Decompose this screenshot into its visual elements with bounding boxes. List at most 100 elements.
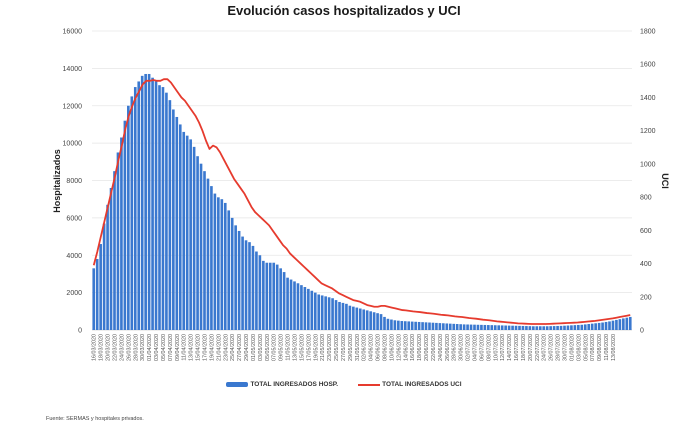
x-tick-label: 30/03/2020 bbox=[140, 334, 146, 361]
bar bbox=[542, 326, 546, 330]
x-tick-label: 18/03/2020 bbox=[99, 334, 105, 361]
bar bbox=[133, 87, 137, 330]
x-tick-label: 09/08/2020 bbox=[597, 334, 603, 361]
x-tick-label: 19/05/2020 bbox=[313, 334, 319, 361]
bar bbox=[217, 197, 220, 330]
bar bbox=[490, 325, 494, 330]
legend-item-uci[interactable]: TOTAL INGRESADOS UCI bbox=[358, 381, 462, 388]
y2-tick-label: 1800 bbox=[640, 29, 656, 36]
x-tick-label: 03/08/2020 bbox=[576, 334, 582, 361]
bar bbox=[462, 324, 466, 330]
y-axis-left: 0 2000 4000 6000 8000 10000 12000 14000 16000 bbox=[63, 29, 83, 335]
bar bbox=[532, 326, 535, 330]
bar bbox=[92, 268, 96, 330]
bar bbox=[324, 296, 327, 330]
bar bbox=[199, 163, 203, 330]
x-tick-label: 28/03/2020 bbox=[133, 334, 139, 361]
x-axis: 16/03/2020 18/03/2020 20/03/2020 22/03/2020… bbox=[92, 334, 617, 361]
x-tick-label: 22/03/2020 bbox=[113, 334, 119, 361]
bar bbox=[227, 210, 231, 330]
y-tick-label: 14000 bbox=[63, 66, 83, 73]
x-tick-label: 04/07/2020 bbox=[473, 334, 479, 361]
bar bbox=[383, 316, 386, 330]
bar bbox=[386, 318, 390, 330]
bar bbox=[230, 217, 234, 330]
x-tick-label: 29/04/2020 bbox=[244, 334, 250, 361]
x-tick-label: 07/04/2020 bbox=[168, 334, 174, 361]
bar bbox=[442, 323, 445, 330]
bar bbox=[563, 325, 566, 330]
bar bbox=[116, 152, 120, 330]
bar bbox=[525, 326, 528, 330]
x-tick-label: 18/07/2020 bbox=[521, 334, 527, 361]
bar bbox=[255, 251, 258, 330]
x-tick-label: 27/05/2020 bbox=[341, 334, 347, 361]
bar bbox=[158, 85, 161, 330]
x-tick-label: 16/07/2020 bbox=[514, 334, 520, 361]
bar bbox=[538, 326, 542, 330]
bar bbox=[234, 225, 237, 330]
bar bbox=[355, 307, 359, 330]
bar bbox=[258, 255, 262, 330]
bar bbox=[310, 290, 314, 330]
bar bbox=[313, 292, 317, 330]
bar bbox=[275, 264, 279, 330]
bar bbox=[99, 244, 102, 330]
x-tick-label: 24/07/2020 bbox=[542, 334, 548, 361]
bar bbox=[203, 171, 206, 330]
bar bbox=[296, 283, 300, 330]
y-tick-label: 6000 bbox=[66, 215, 82, 222]
bar bbox=[431, 322, 435, 330]
x-tick-label: 13/05/2020 bbox=[293, 334, 299, 361]
line-series bbox=[92, 78, 631, 325]
bar bbox=[428, 322, 431, 330]
bar bbox=[414, 321, 417, 330]
bar bbox=[608, 321, 611, 330]
bar bbox=[570, 325, 573, 330]
bar bbox=[272, 262, 276, 330]
bar bbox=[528, 326, 532, 330]
legend-item-hosp[interactable]: TOTAL INGRESADOS HOSP. bbox=[226, 381, 338, 388]
bar bbox=[393, 320, 397, 330]
y-tick-label: 10000 bbox=[63, 141, 83, 148]
x-tick-label: 02/07/2020 bbox=[466, 334, 472, 361]
bar bbox=[580, 324, 584, 330]
bar bbox=[518, 325, 521, 330]
bar bbox=[473, 324, 476, 330]
bar bbox=[223, 202, 227, 330]
chart-title: Evolución casos hospitalizados y UCI bbox=[227, 3, 461, 18]
bar bbox=[262, 260, 265, 330]
x-tick-label: 21/04/2020 bbox=[216, 334, 222, 361]
x-tick-label: 20/06/2020 bbox=[424, 334, 430, 361]
x-tick-label: 15/05/2020 bbox=[299, 334, 305, 361]
bar bbox=[251, 245, 255, 330]
x-tick-label: 07/05/2020 bbox=[272, 334, 278, 361]
y2-tick-label: 600 bbox=[640, 228, 652, 235]
bar bbox=[210, 186, 213, 330]
x-tick-label: 26/06/2020 bbox=[445, 334, 451, 361]
bar bbox=[289, 279, 293, 330]
x-tick-label: 13/08/2020 bbox=[611, 334, 617, 361]
bar bbox=[421, 322, 424, 330]
y2-tick-label: 200 bbox=[640, 294, 652, 301]
x-tick-label: 22/07/2020 bbox=[535, 334, 541, 361]
bar bbox=[102, 223, 106, 330]
x-tick-label: 16/06/2020 bbox=[410, 334, 416, 361]
x-tick-label: 28/07/2020 bbox=[556, 334, 562, 361]
legend-label-hosp: TOTAL INGRESADOS HOSP. bbox=[250, 381, 339, 388]
x-tick-label: 11/08/2020 bbox=[604, 334, 610, 361]
x-tick-label: 19/04/2020 bbox=[209, 334, 215, 361]
bar bbox=[123, 120, 127, 330]
y2-axis-title: UCI bbox=[660, 173, 670, 189]
x-tick-label: 05/04/2020 bbox=[161, 334, 167, 361]
legend-swatch-bar bbox=[226, 382, 249, 387]
bar bbox=[597, 322, 601, 330]
bar bbox=[435, 322, 438, 330]
x-tick-label: 30/06/2020 bbox=[459, 334, 465, 361]
x-tick-label: 11/04/2020 bbox=[182, 334, 188, 361]
x-tick-label: 12/07/2020 bbox=[500, 334, 506, 361]
bar bbox=[185, 135, 189, 330]
bar bbox=[144, 73, 147, 330]
x-tick-label: 03/05/2020 bbox=[258, 334, 264, 361]
